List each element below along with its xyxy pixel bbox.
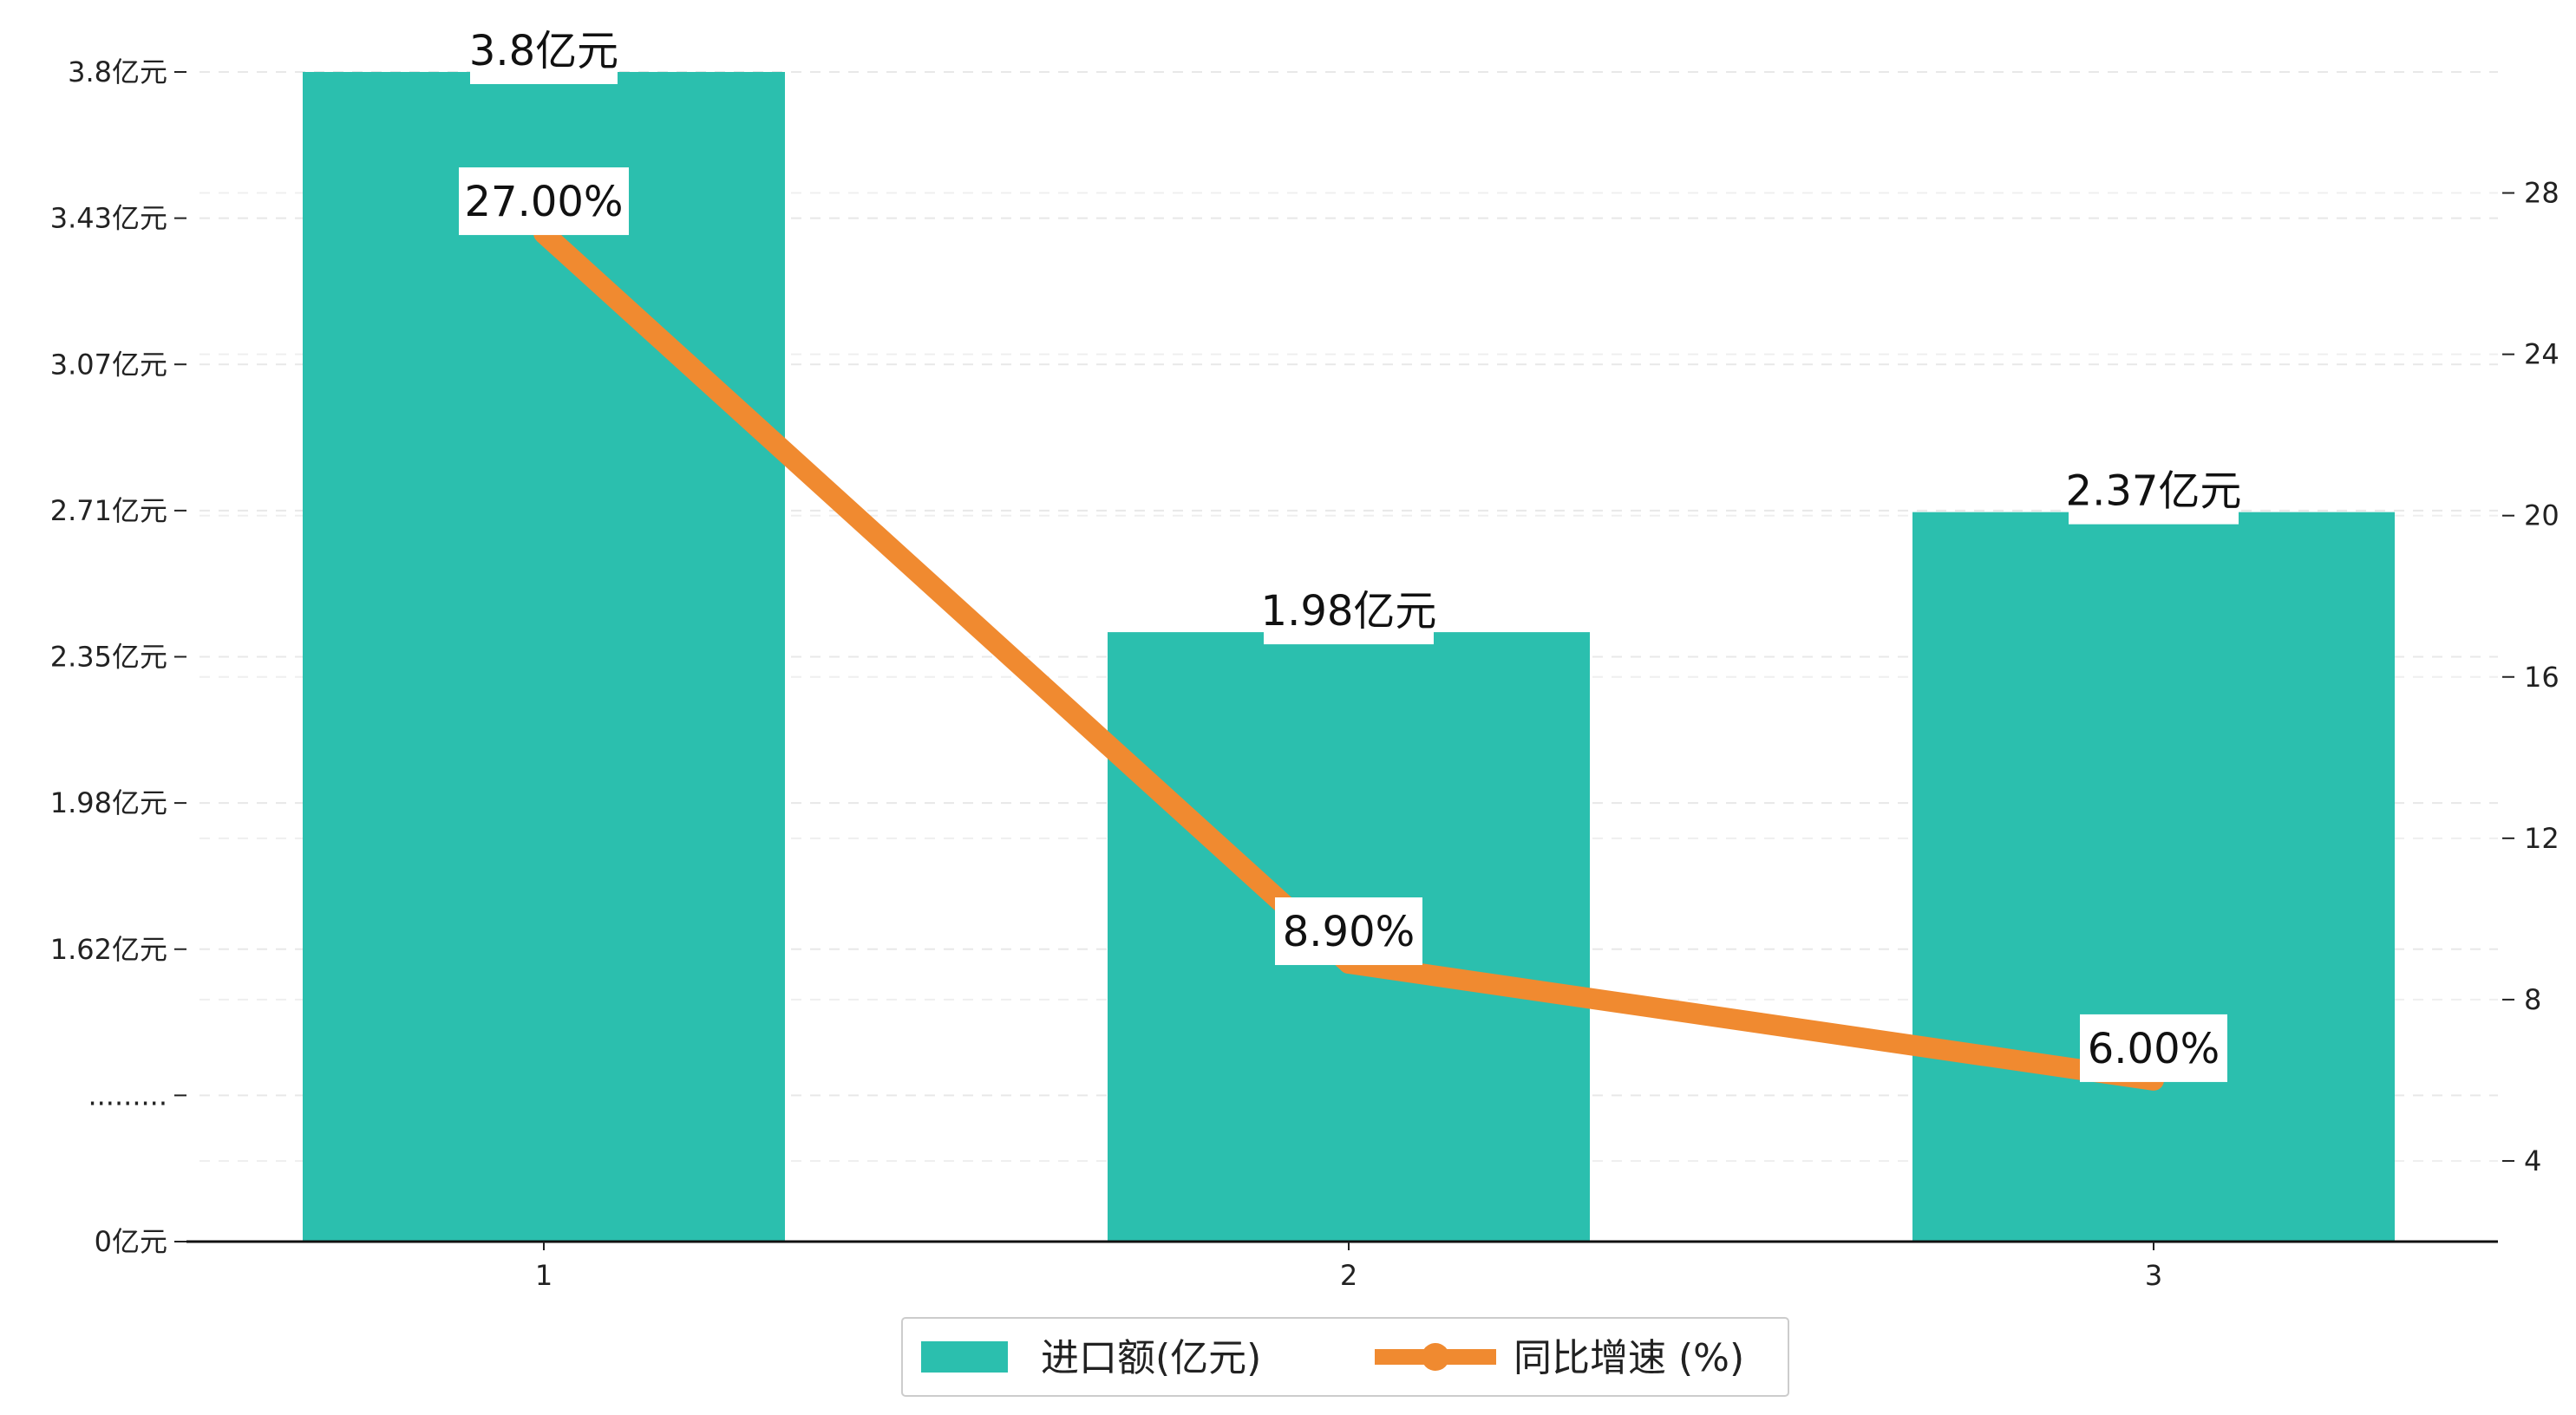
bar-3	[1912, 512, 2395, 1242]
line-label-2-box	[1275, 897, 1422, 966]
right-tick-label-4: 20	[2524, 499, 2560, 532]
bar-label-3-box	[2069, 456, 2239, 525]
left-tick-label-0: 0亿元	[95, 1225, 167, 1258]
right-tick-label-0: 4	[2524, 1144, 2541, 1177]
bar-label-2: 1.98亿元	[1261, 587, 1437, 636]
left-tick-label-5: 2.71亿元	[50, 494, 167, 527]
bar-label-1: 3.8亿元	[469, 27, 618, 75]
left-tick-label-2: 1.62亿元	[50, 933, 167, 966]
x-tick-label-2: 2	[1340, 1259, 1357, 1292]
bar-1	[303, 72, 785, 1242]
line-label-3-box	[2080, 1014, 2227, 1082]
bar-label-1-box	[470, 16, 618, 84]
x-tick-label-3: 3	[2145, 1259, 2162, 1292]
left-tick-label-1: .........	[88, 1079, 167, 1112]
x-tick-label-1: 1	[535, 1259, 552, 1292]
bar-data-labels: 3.8亿元 1.98亿元 2.37亿元	[469, 16, 2242, 645]
legend: 进口额(亿元) 同比增速 (%)	[901, 1317, 1789, 1397]
left-axis-ticks: 0亿元......... 1.62亿元 1.98亿元 2.35亿元 2.71亿元 3.07…	[50, 55, 186, 1258]
legend-line-marker	[1422, 1343, 1449, 1371]
left-tick-label-7: 3.43亿元	[50, 202, 167, 235]
line-label-1: 27.00%	[464, 178, 623, 226]
bar-label-2-box	[1264, 577, 1434, 645]
line-label-3: 6.00%	[2088, 1025, 2220, 1073]
legend-line-label: 同比增速 (%)	[1514, 1336, 1744, 1380]
legend-box	[901, 1317, 1789, 1397]
left-tick-label-3: 1.98亿元	[50, 786, 167, 819]
left-tick-label-4: 2.35亿元	[50, 641, 167, 674]
right-tick-label-2: 12	[2524, 822, 2560, 855]
right-tick-label-5: 24	[2524, 338, 2560, 371]
right-axis-ticks: 4 8 12 16 20 24 28	[2502, 177, 2560, 1177]
left-tick-label-8: 3.8亿元	[68, 55, 167, 88]
line-data-labels: 27.00% 8.90% 6.00%	[459, 167, 2227, 1082]
right-tick-label-1: 8	[2524, 983, 2541, 1016]
right-tick-label-3: 16	[2524, 661, 2560, 694]
legend-bar-swatch	[921, 1341, 1008, 1373]
line-label-1-box	[459, 167, 629, 236]
bar-series	[303, 72, 2395, 1242]
line-label-2: 8.90%	[1283, 908, 1415, 956]
left-tick-label-6: 3.07亿元	[50, 348, 167, 381]
x-axis-ticks: 1 2 3	[535, 1242, 2162, 1292]
bar-label-3: 2.37亿元	[2066, 467, 2242, 516]
right-tick-label-6: 28	[2524, 177, 2560, 210]
legend-bar-label: 进口额(亿元)	[1041, 1336, 1261, 1380]
